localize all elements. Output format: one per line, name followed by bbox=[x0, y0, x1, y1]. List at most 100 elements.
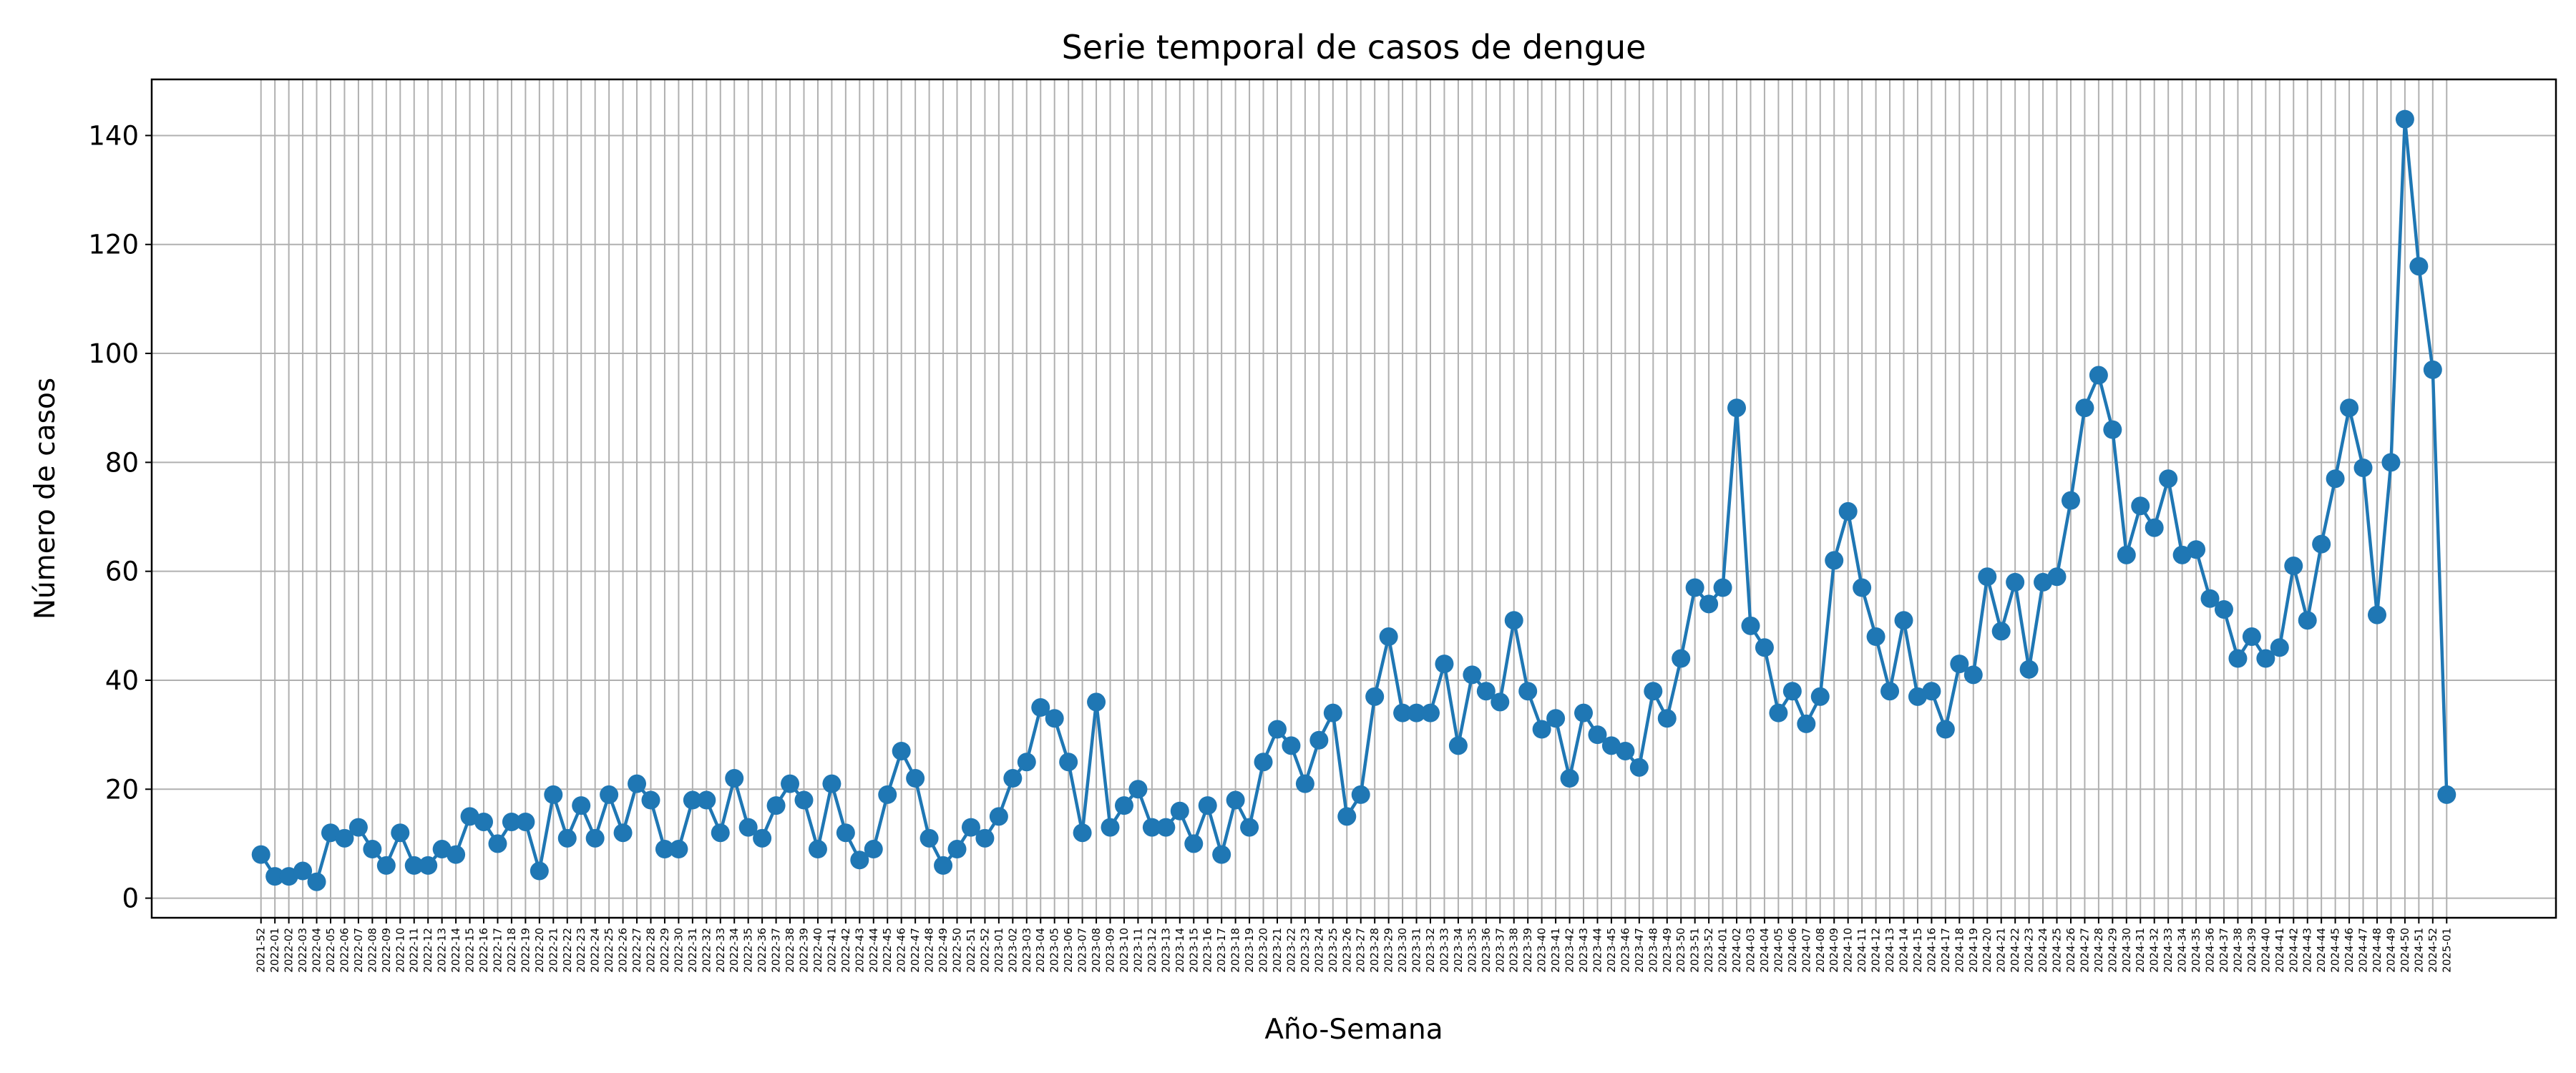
marker bbox=[1045, 709, 1064, 728]
y-tick-label: 60 bbox=[105, 557, 139, 587]
marker bbox=[2075, 398, 2094, 418]
marker bbox=[1323, 703, 1342, 722]
x-tick-label: 2022-17 bbox=[491, 928, 504, 973]
marker bbox=[613, 823, 633, 843]
x-tick-label: 2024-50 bbox=[2399, 928, 2411, 973]
marker bbox=[600, 785, 619, 804]
marker bbox=[1407, 703, 1426, 722]
marker bbox=[1838, 501, 1858, 521]
x-tick-label: 2024-08 bbox=[1814, 928, 1827, 973]
marker bbox=[307, 872, 326, 891]
x-tick-label: 2022-44 bbox=[867, 928, 880, 973]
x-tick-label: 2024-31 bbox=[2134, 928, 2147, 973]
marker bbox=[906, 769, 925, 788]
x-tick-label: 2022-11 bbox=[408, 928, 421, 973]
x-tick-label: 2024-10 bbox=[1842, 928, 1855, 973]
x-tick-label: 2024-27 bbox=[2078, 928, 2091, 973]
x-tick-label: 2022-12 bbox=[421, 928, 434, 973]
marker bbox=[279, 867, 298, 886]
x-tick-label: 2022-23 bbox=[575, 928, 587, 973]
marker bbox=[251, 845, 270, 864]
marker bbox=[502, 812, 521, 831]
marker bbox=[2242, 627, 2261, 647]
x-tick-label: 2024-04 bbox=[1758, 928, 1771, 973]
marker bbox=[628, 774, 647, 793]
marker bbox=[2284, 557, 2303, 576]
x-tick-label: 2024-40 bbox=[2259, 928, 2272, 973]
x-tick-label: 2022-25 bbox=[602, 928, 615, 973]
x-tick-label: 2024-49 bbox=[2384, 928, 2397, 973]
marker bbox=[2145, 518, 2164, 537]
marker bbox=[1170, 801, 1189, 820]
x-tick-label: 2022-37 bbox=[770, 928, 783, 973]
marker bbox=[1963, 665, 1983, 685]
marker bbox=[2256, 649, 2275, 668]
marker bbox=[669, 840, 688, 859]
marker bbox=[1629, 758, 1649, 777]
x-tick-label: 2023-31 bbox=[1410, 928, 1423, 973]
x-tick-label: 2024-19 bbox=[1967, 928, 1980, 973]
x-tick-label: 2023-51 bbox=[1689, 928, 1702, 973]
marker bbox=[1588, 725, 1607, 745]
marker bbox=[725, 769, 744, 788]
marker bbox=[1797, 714, 1816, 733]
x-tick-label: 2023-45 bbox=[1605, 928, 1618, 973]
x-tick-label: 2024-51 bbox=[2412, 928, 2425, 973]
x-tick-label: 2023-14 bbox=[1174, 928, 1186, 973]
marker bbox=[1198, 796, 1217, 815]
x-tick-label: 2022-46 bbox=[895, 928, 908, 973]
marker bbox=[2340, 398, 2359, 418]
x-tick-label: 2023-27 bbox=[1355, 928, 1367, 973]
x-tick-label: 2022-48 bbox=[923, 928, 936, 973]
marker bbox=[2381, 453, 2401, 472]
x-tick-label: 2023-29 bbox=[1382, 928, 1395, 973]
x-tick-label: 2024-05 bbox=[1772, 928, 1785, 973]
x-tick-label: 2024-24 bbox=[2036, 928, 2049, 973]
y-tick-label: 120 bbox=[88, 230, 139, 260]
x-tick-label: 2023-10 bbox=[1118, 928, 1131, 973]
chart-title: Serie temporal de casos de dengue bbox=[1062, 28, 1646, 67]
marker bbox=[794, 790, 814, 810]
marker bbox=[1644, 682, 1663, 701]
x-tick-label: 2023-05 bbox=[1048, 928, 1061, 973]
marker bbox=[2034, 572, 2053, 592]
marker bbox=[1894, 611, 1913, 630]
marker bbox=[781, 774, 800, 793]
x-tick-label: 2022-41 bbox=[825, 928, 838, 973]
x-tick-label: 2024-23 bbox=[2023, 928, 2036, 973]
x-tick-label: 2023-38 bbox=[1508, 928, 1521, 973]
x-tick-label: 2024-02 bbox=[1730, 928, 1743, 973]
y-tick-label: 80 bbox=[105, 447, 139, 478]
marker bbox=[1128, 780, 1148, 799]
x-tick-label: 2023-24 bbox=[1312, 928, 1325, 973]
x-tick-label: 2022-18 bbox=[505, 928, 518, 973]
marker bbox=[1755, 638, 1774, 657]
marker bbox=[1713, 578, 1732, 597]
marker bbox=[2395, 109, 2414, 129]
marker bbox=[572, 796, 591, 815]
marker bbox=[1309, 730, 1329, 750]
x-tick-label: 2023-30 bbox=[1396, 928, 1409, 973]
x-tick-label: 2023-52 bbox=[1702, 928, 1715, 973]
x-tick-label: 2021-52 bbox=[255, 928, 268, 973]
x-tick-label: 2023-02 bbox=[1006, 928, 1019, 973]
y-tick-label: 140 bbox=[88, 120, 139, 151]
x-tick-label: 2023-01 bbox=[992, 928, 1005, 973]
marker bbox=[419, 856, 438, 875]
marker bbox=[2214, 599, 2233, 619]
marker bbox=[1853, 578, 1872, 597]
marker bbox=[1769, 703, 1788, 722]
x-tick-label: 2024-36 bbox=[2204, 928, 2217, 973]
x-tick-label: 2023-15 bbox=[1187, 928, 1200, 973]
marker bbox=[753, 828, 772, 848]
x-tick-label: 2022-01 bbox=[268, 928, 281, 973]
marker bbox=[2187, 540, 2206, 559]
x-tick-label: 2023-28 bbox=[1368, 928, 1381, 973]
marker bbox=[1950, 655, 1969, 674]
x-tick-label: 2022-16 bbox=[477, 928, 490, 973]
marker bbox=[892, 741, 911, 760]
x-tick-label: 2022-39 bbox=[797, 928, 810, 973]
marker bbox=[1810, 687, 1830, 706]
x-tick-label: 2024-30 bbox=[2120, 928, 2133, 973]
